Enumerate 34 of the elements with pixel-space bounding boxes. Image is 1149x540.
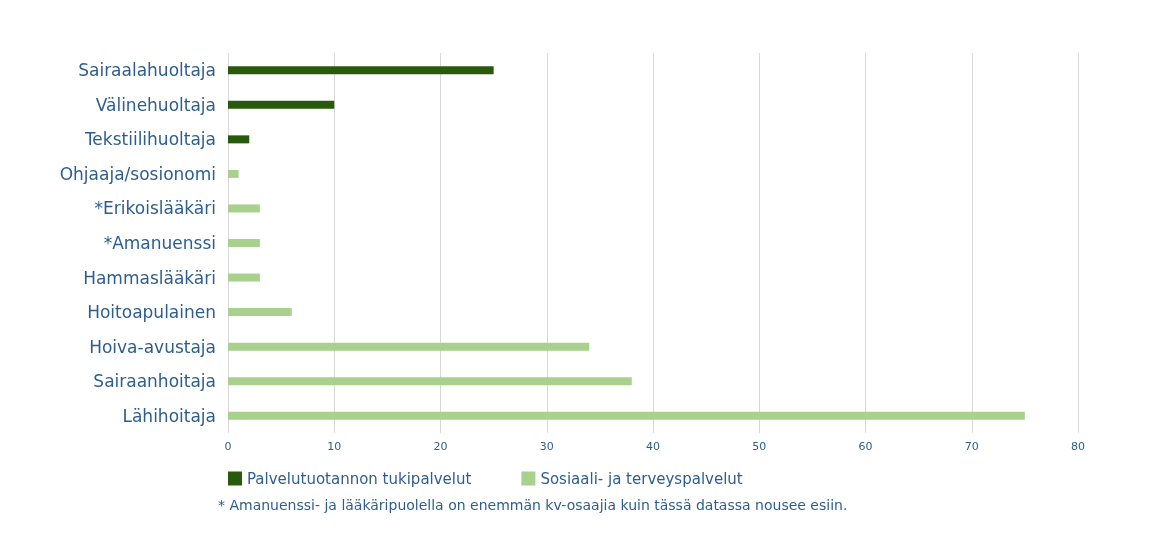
bar <box>228 66 494 75</box>
bar <box>228 411 1025 420</box>
x-tick-label: 30 <box>539 440 554 453</box>
x-tick-label: 70 <box>964 440 979 453</box>
y-tick-label: Hoitoapulainen <box>87 302 216 323</box>
y-tick-label: Sairaanhoitaja <box>93 371 216 392</box>
bar <box>228 135 250 144</box>
y-tick-label: Ohjaaja/sosionomi <box>59 163 216 184</box>
bar <box>228 204 260 213</box>
x-tick-label: 50 <box>752 440 767 453</box>
x-tick-label: 10 <box>327 440 342 453</box>
text: * Amanuenssi- ja lääkäripuolella on enemmän kv-osaajia kuin tässä datassa nousee esiin. <box>218 497 848 513</box>
bar <box>228 377 632 386</box>
y-tick-label: Lähihoitaja <box>122 405 216 426</box>
bar <box>228 100 335 109</box>
bar <box>228 169 239 178</box>
bar <box>228 239 260 247</box>
legend-label: Palvelutuotannon tukipalvelut <box>247 469 472 488</box>
x-tick-label: 60 <box>858 440 873 453</box>
y-tick-label: Hammaslääkäri <box>83 267 216 288</box>
x-tick-label: 80 <box>1071 440 1085 453</box>
y-tick-label: Sairaalahuoltaja <box>78 60 216 81</box>
bar <box>228 342 590 351</box>
x-tick-label: 0 <box>224 440 232 453</box>
y-tick-label: *Erikoislääkäri <box>94 198 216 219</box>
x-tick-label: 20 <box>433 440 448 453</box>
x-tick-label: 40 <box>646 440 660 453</box>
y-tick-label: *Amanuenssi <box>103 233 216 253</box>
y-tick-label: Tekstiilihuoltaja <box>83 129 216 150</box>
bar <box>228 308 292 317</box>
y-tick-label: Välinehuoltaja <box>95 94 216 115</box>
legend-label: Sosiaali- ja terveyspalvelut <box>540 469 743 488</box>
y-tick-label: Hoiva-avustaja <box>89 336 216 357</box>
bar <box>228 273 260 282</box>
